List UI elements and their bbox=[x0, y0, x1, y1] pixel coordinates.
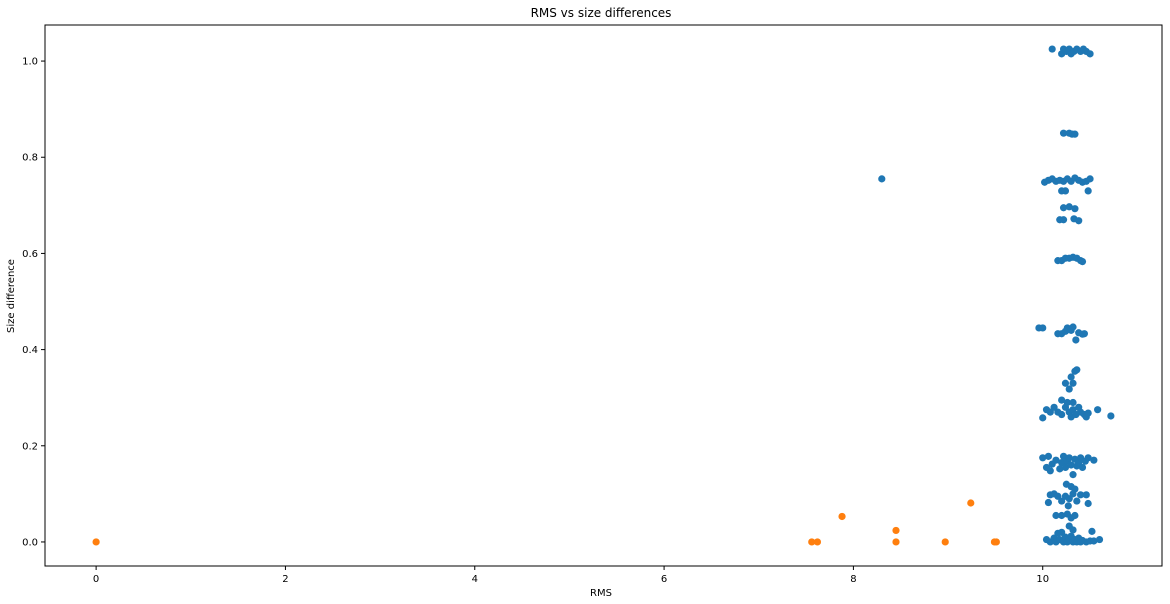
data-point bbox=[1080, 330, 1088, 338]
data-point bbox=[1072, 336, 1080, 344]
data-point bbox=[1044, 498, 1053, 507]
data-point bbox=[1076, 491, 1085, 499]
series-2 bbox=[92, 499, 1000, 546]
x-tick-label: 8 bbox=[850, 574, 856, 585]
y-tick-label: 0.6 bbox=[22, 249, 38, 260]
data-point bbox=[1084, 499, 1092, 508]
y-tick-label: 1.0 bbox=[22, 57, 38, 68]
y-tick-label: 0.2 bbox=[22, 441, 38, 452]
data-point bbox=[1065, 495, 1073, 503]
data-point bbox=[1069, 323, 1077, 331]
data-point bbox=[1054, 492, 1062, 500]
data-point bbox=[1067, 461, 1075, 469]
plot-frame bbox=[44, 24, 1163, 567]
data-point bbox=[1039, 454, 1047, 462]
data-point bbox=[1058, 410, 1066, 419]
data-point bbox=[1061, 463, 1070, 472]
data-point bbox=[1059, 204, 1068, 212]
data-point bbox=[1069, 398, 1077, 407]
data-point bbox=[1069, 490, 1077, 498]
data-point bbox=[967, 499, 975, 507]
y-tick-label: 0.0 bbox=[22, 537, 38, 548]
data-point bbox=[1069, 526, 1077, 534]
data-point bbox=[878, 175, 886, 183]
data-point bbox=[1071, 130, 1079, 138]
data-point bbox=[1061, 187, 1070, 195]
data-point bbox=[1058, 497, 1066, 505]
data-point bbox=[1078, 463, 1087, 472]
data-point bbox=[808, 538, 816, 546]
data-point bbox=[1065, 385, 1073, 393]
data-point bbox=[1086, 50, 1094, 58]
data-point bbox=[1046, 467, 1054, 475]
data-point bbox=[1052, 456, 1060, 464]
data-point bbox=[1073, 497, 1081, 505]
data-point bbox=[1059, 452, 1068, 460]
data-point bbox=[1095, 535, 1104, 544]
data-point bbox=[1050, 403, 1058, 411]
x-axis-ticks: 0 2 4 6 8 10 bbox=[93, 566, 1049, 585]
scatter-points bbox=[92, 45, 1115, 546]
data-point bbox=[1082, 491, 1090, 499]
data-point bbox=[1090, 537, 1098, 545]
data-point bbox=[1048, 45, 1056, 53]
data-point bbox=[1073, 366, 1081, 374]
data-point bbox=[1069, 471, 1077, 479]
data-point bbox=[1044, 452, 1053, 460]
data-point bbox=[1054, 529, 1062, 537]
data-point bbox=[1084, 409, 1092, 417]
x-tick-label: 0 bbox=[93, 574, 99, 585]
data-point bbox=[1078, 257, 1087, 266]
data-point bbox=[1069, 379, 1077, 387]
data-point bbox=[1061, 403, 1070, 411]
data-point bbox=[1039, 324, 1047, 332]
data-point bbox=[941, 538, 949, 546]
data-point bbox=[1046, 408, 1054, 416]
y-axis-ticks: 0.0 0.2 0.4 0.6 0.8 1.0 bbox=[22, 57, 45, 548]
data-point bbox=[1086, 175, 1094, 183]
data-point bbox=[1058, 511, 1066, 520]
x-tick-label: 10 bbox=[1036, 574, 1049, 585]
data-point bbox=[1084, 454, 1092, 462]
data-point bbox=[1056, 465, 1064, 473]
data-point bbox=[1059, 216, 1068, 224]
data-point bbox=[1088, 527, 1096, 535]
data-point bbox=[1065, 454, 1073, 462]
data-point bbox=[1090, 456, 1098, 464]
x-tick-label: 6 bbox=[661, 574, 667, 585]
data-point bbox=[1107, 412, 1115, 420]
data-point bbox=[1052, 511, 1060, 520]
data-point bbox=[1084, 187, 1092, 195]
data-point bbox=[1064, 502, 1072, 510]
data-point bbox=[1039, 414, 1047, 422]
y-axis-label: Size difference bbox=[6, 259, 17, 333]
data-point bbox=[92, 538, 100, 546]
y-tick-label: 0.4 bbox=[22, 345, 38, 356]
data-point bbox=[1067, 373, 1075, 381]
data-point bbox=[838, 512, 846, 521]
data-point bbox=[1071, 205, 1079, 213]
data-point bbox=[1061, 379, 1070, 387]
data-point bbox=[992, 538, 1000, 546]
data-point bbox=[1058, 396, 1066, 404]
data-point bbox=[1071, 511, 1079, 520]
data-point bbox=[1065, 203, 1073, 211]
data-point bbox=[813, 538, 822, 546]
chart-title: RMS vs size differences bbox=[531, 6, 672, 20]
data-point bbox=[1059, 129, 1068, 137]
data-point bbox=[1058, 459, 1066, 467]
data-point bbox=[1075, 217, 1083, 225]
x-tick-label: 4 bbox=[472, 574, 478, 585]
y-tick-label: 0.8 bbox=[22, 153, 38, 164]
data-point bbox=[892, 538, 900, 546]
x-tick-label: 2 bbox=[282, 574, 288, 585]
x-axis-label: RMS bbox=[590, 588, 612, 599]
data-point bbox=[892, 526, 900, 535]
data-point bbox=[1094, 406, 1102, 414]
series-1 bbox=[878, 45, 1115, 546]
